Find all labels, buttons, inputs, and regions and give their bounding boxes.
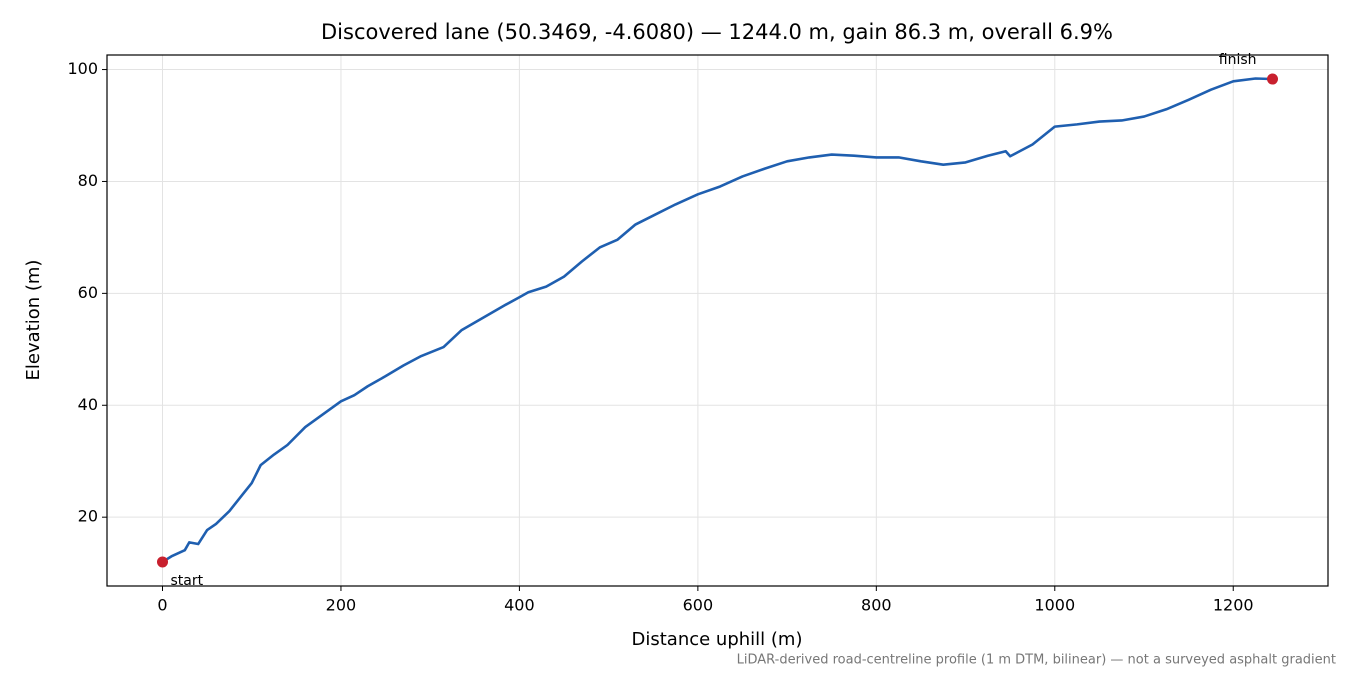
chart-title: Discovered lane (50.3469, -4.6080) — 124… — [321, 20, 1113, 44]
x-tick-label: 0 — [157, 596, 167, 615]
x-tick-label: 400 — [504, 596, 535, 615]
x-tick-label: 200 — [326, 596, 357, 615]
y-tick-label: 100 — [67, 59, 98, 78]
x-tick-label: 800 — [861, 596, 892, 615]
x-tick-label: 600 — [683, 596, 714, 615]
x-tick-label: 1000 — [1034, 596, 1075, 615]
profile-line — [161, 77, 1273, 564]
footnote: LiDAR-derived road-centreline profile (1… — [737, 653, 1336, 668]
x-tick-label: 1200 — [1213, 596, 1254, 615]
endpoint-marker — [1267, 73, 1278, 85]
plot-frame — [106, 54, 1329, 587]
y-tick-label: 80 — [78, 171, 98, 190]
endpoint-label: start — [171, 573, 204, 589]
endpoint-label: finish — [1219, 52, 1257, 68]
endpoint-marker — [157, 556, 168, 568]
x-axis-label: Distance uphill (m) — [632, 629, 803, 650]
y-tick-label: 40 — [78, 395, 98, 414]
y-tick-label: 60 — [78, 283, 98, 302]
y-tick-label: 20 — [78, 507, 98, 526]
y-axis-label: Elevation (m) — [23, 260, 44, 381]
